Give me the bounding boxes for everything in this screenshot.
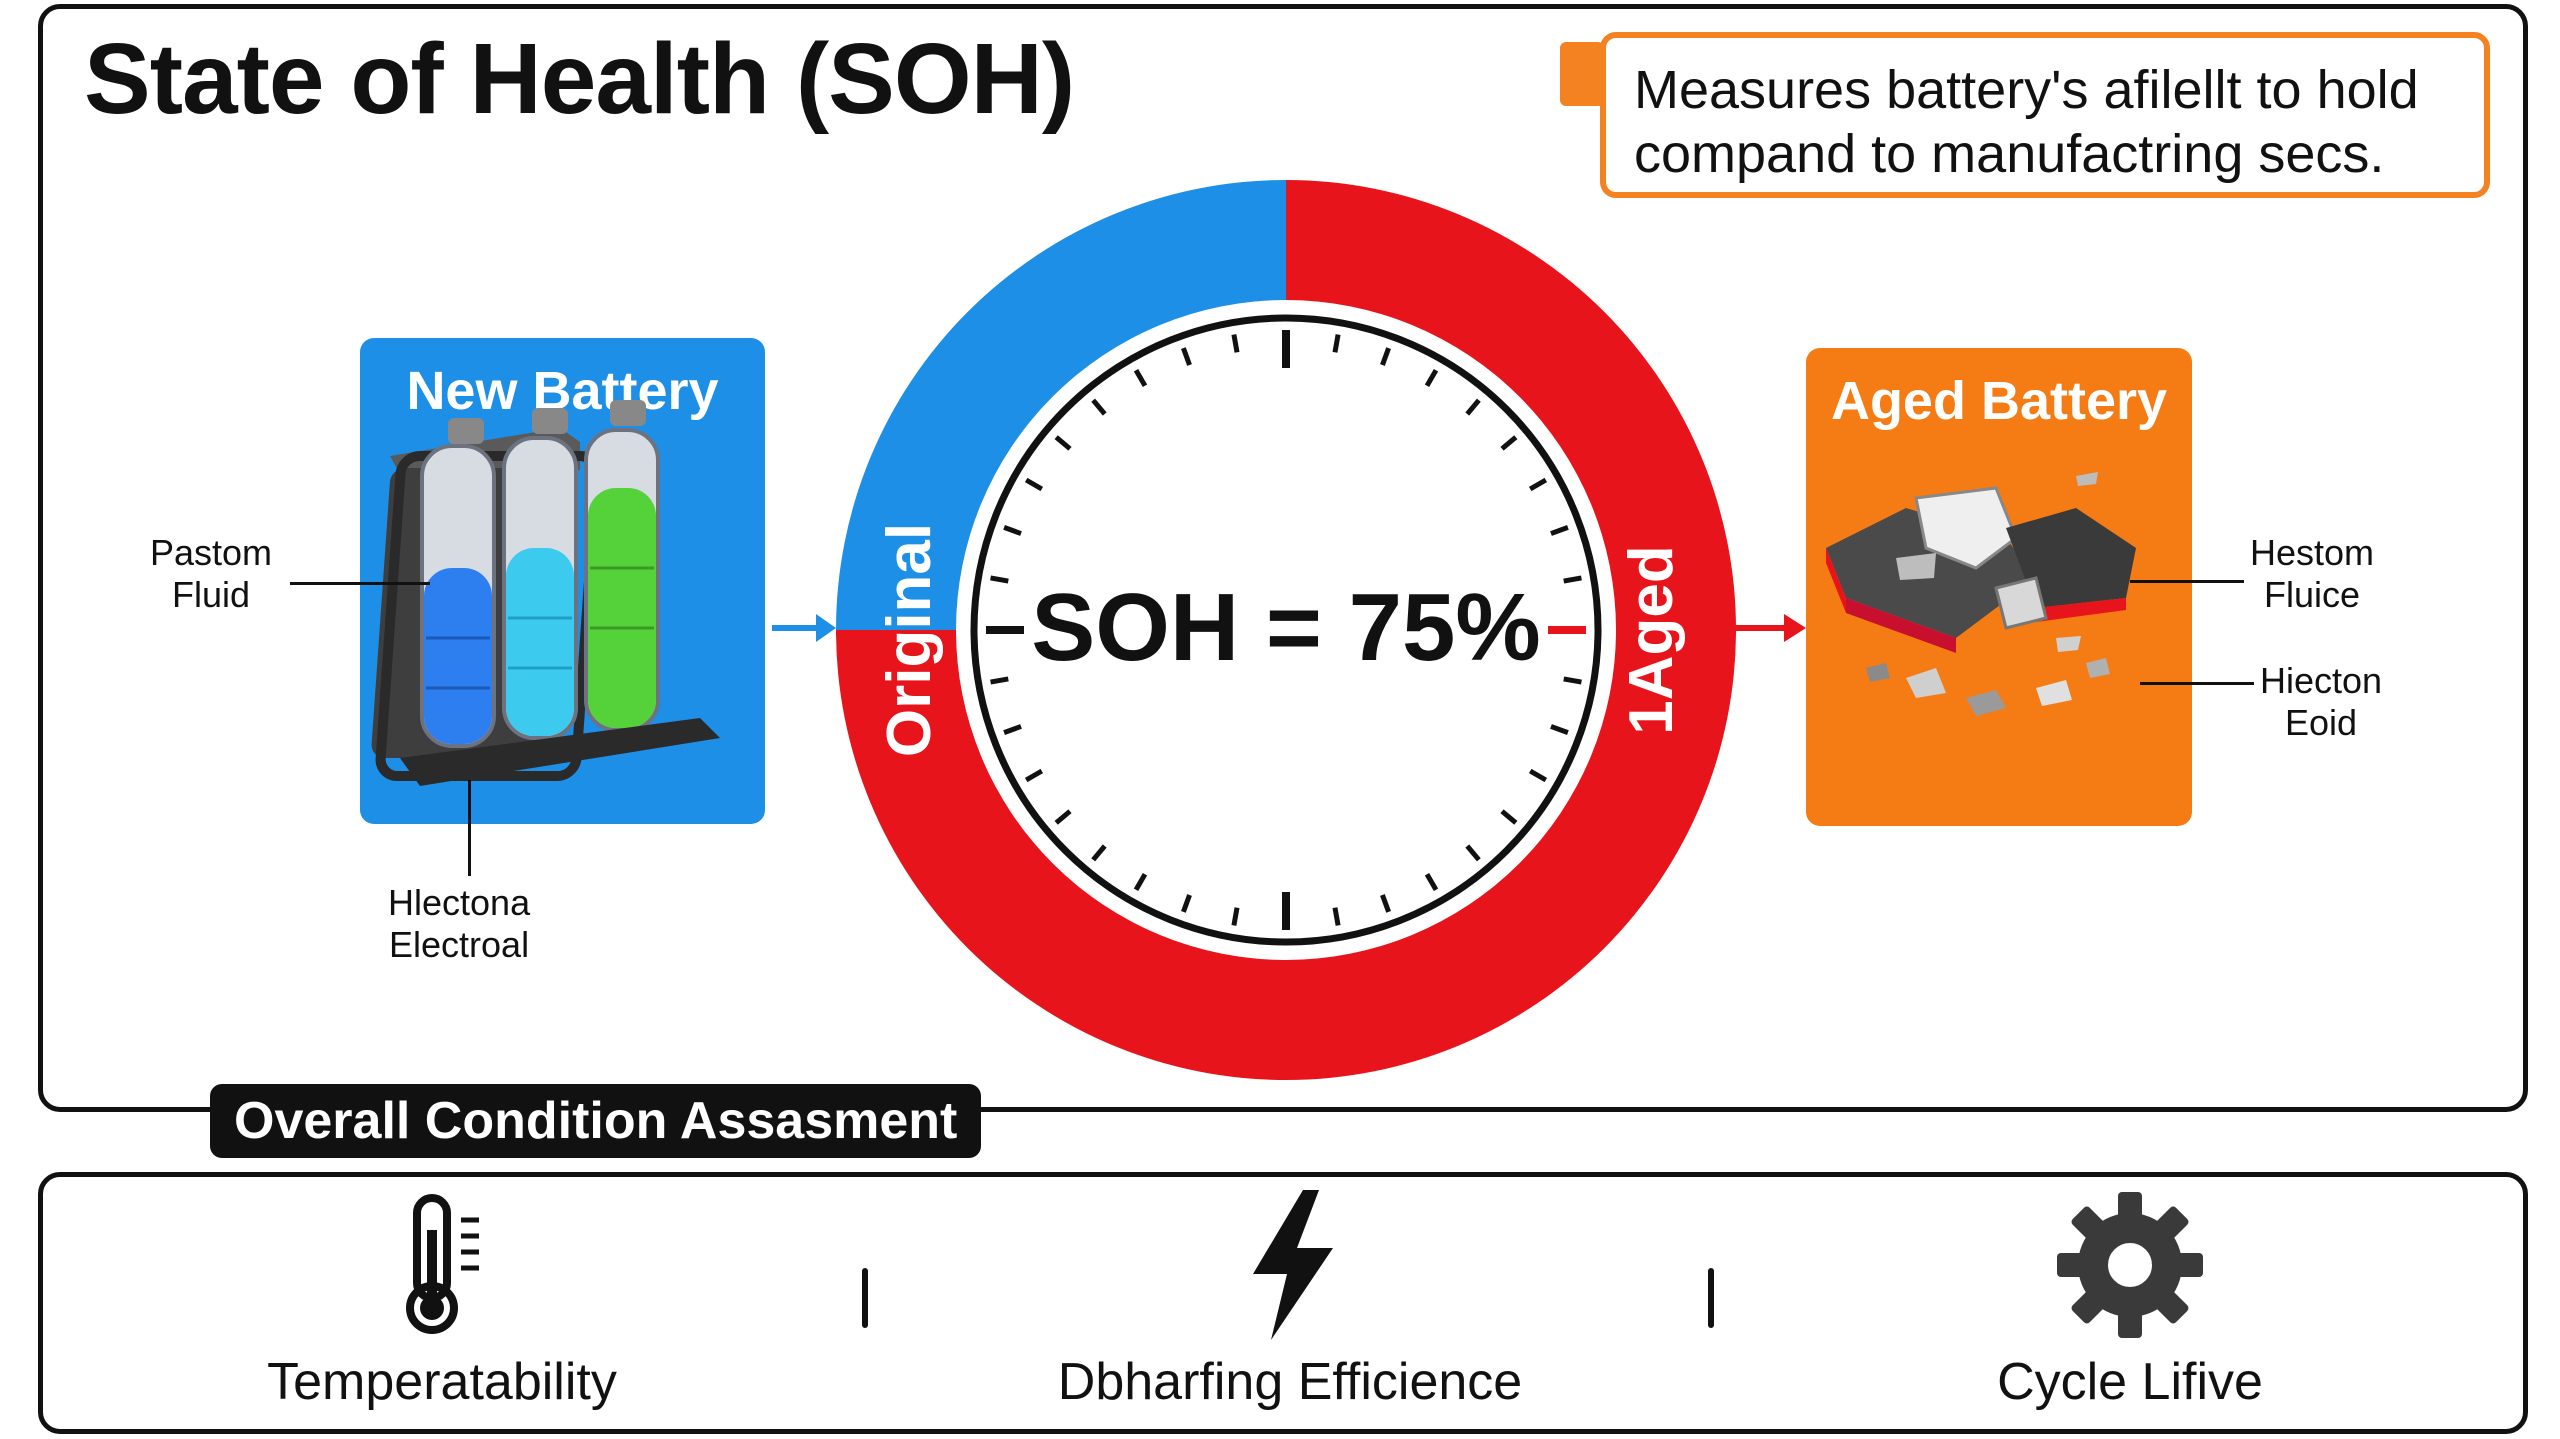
gauge-tick xyxy=(1424,872,1439,892)
page-title: State of Health (SOH) xyxy=(84,23,1075,135)
gauge-tick xyxy=(990,676,1009,685)
arrow-out-of-gauge xyxy=(1734,614,1806,642)
anno-fluid: Fluid xyxy=(172,574,251,615)
gauge-tick xyxy=(1091,844,1107,862)
aged-battery-leader-bottom xyxy=(2140,682,2254,685)
aged-battery-annotation-top: Hestom Fluice xyxy=(2250,532,2374,616)
aged-battery-annotation-bottom: Hiecton Eoid xyxy=(2260,660,2382,744)
soh-main-panel xyxy=(38,4,2528,1112)
cracked-battery-icon xyxy=(1826,472,2136,716)
callout-tab xyxy=(1560,42,1604,106)
gauge-tick xyxy=(1500,809,1518,825)
gauge-tick xyxy=(1380,347,1391,366)
aged-arc-label: 1Aged xyxy=(1617,545,1686,734)
gauge-tick xyxy=(1465,398,1481,416)
gauge-tick xyxy=(1528,477,1548,492)
original-arc xyxy=(836,180,1286,630)
gauge-tick xyxy=(1024,768,1044,783)
gauge-tick xyxy=(1091,398,1107,416)
callout-line-1: Measures battery's afilellt to hold xyxy=(1634,60,2419,120)
gauge-tick xyxy=(1054,809,1072,825)
gauge-tick xyxy=(1332,334,1341,353)
gauge-tick xyxy=(1550,525,1569,536)
metric-discharging: Dbharfing Efficience xyxy=(970,1190,1610,1412)
thermometer-icon xyxy=(406,1194,479,1334)
anno-hiecton: Hiecton xyxy=(2260,660,2383,701)
gauge-tick xyxy=(990,575,1009,584)
new-battery-annotation-fluid: Pastom Fluid xyxy=(150,532,272,616)
assessment-label: Overall Condition Assasment xyxy=(210,1084,982,1158)
anno-pastom: Pastom xyxy=(150,532,273,573)
original-arc-label: Original xyxy=(875,523,944,757)
new-battery-leader-left xyxy=(290,582,430,585)
gauge-tick xyxy=(1550,724,1569,735)
anno-electroal: Electroal xyxy=(389,924,530,965)
soh-gauge: SOH = 75% Original 1Aged xyxy=(836,180,1736,1080)
definition-callout: Measures battery's afilellt to hold comp… xyxy=(1600,32,2490,198)
aged-battery-leader-top xyxy=(2130,580,2244,583)
arrow-into-gauge xyxy=(772,614,836,642)
gauge-tick xyxy=(1024,477,1044,492)
gauge-tick xyxy=(1563,676,1582,685)
gauge-tick xyxy=(1500,435,1518,451)
metric-label-discharging: Dbharfing Efficience xyxy=(1057,1353,1523,1411)
assessment-panel xyxy=(38,1172,2528,1434)
gauge-tick xyxy=(1133,872,1148,892)
metric-divider-2 xyxy=(1708,1268,1714,1328)
callout-line-2: compand to manufactring secs. xyxy=(1634,124,2385,184)
gauge-ticks xyxy=(986,330,1586,930)
gauge-tick xyxy=(1465,844,1481,862)
metric-label-cycle-life: Cycle Lifive xyxy=(1997,1353,2263,1411)
gauge-tick xyxy=(1231,334,1240,353)
lightning-bolt-icon xyxy=(1253,1190,1333,1340)
anno-fluice: Fluice xyxy=(2264,574,2361,615)
gauge-tick xyxy=(1563,575,1582,584)
gauge-tick xyxy=(1054,435,1072,451)
gauge-tick xyxy=(1133,368,1148,388)
gauge-tick xyxy=(1424,368,1439,388)
metric-divider-1 xyxy=(862,1268,868,1328)
aged-battery-title: Aged Battery xyxy=(1830,371,2168,431)
anno-eoid: Eoid xyxy=(2285,702,2358,743)
new-battery-card: New Battery xyxy=(360,338,765,824)
new-battery-annotation-electrode: Hlectona Electroal xyxy=(388,882,530,966)
gauge-dial xyxy=(970,314,1602,946)
soh-value-text: SOH = 75% xyxy=(1031,574,1541,681)
gauge-tick xyxy=(1231,907,1240,926)
gauge-tick xyxy=(1380,894,1391,913)
new-battery-icon xyxy=(371,400,720,786)
metric-cycle-life: Cycle Lifive xyxy=(1810,1190,2450,1412)
gauge-tick xyxy=(1181,894,1192,913)
gauge-tick xyxy=(1003,525,1022,536)
metric-label-temperature: Temperatability xyxy=(267,1353,617,1411)
gear-icon xyxy=(2057,1192,2203,1338)
anno-hlectona: Hlectona xyxy=(388,882,531,923)
aged-battery-card: Aged Battery xyxy=(1806,348,2192,826)
anno-hestom: Hestom xyxy=(2250,532,2375,573)
gauge-tick xyxy=(1003,724,1022,735)
gauge-tick xyxy=(1528,768,1548,783)
new-battery-leader-bottom xyxy=(468,780,471,876)
gauge-tick xyxy=(1332,907,1341,926)
gauge-tick xyxy=(1181,347,1192,366)
metric-temperature: Temperatability xyxy=(122,1190,762,1412)
